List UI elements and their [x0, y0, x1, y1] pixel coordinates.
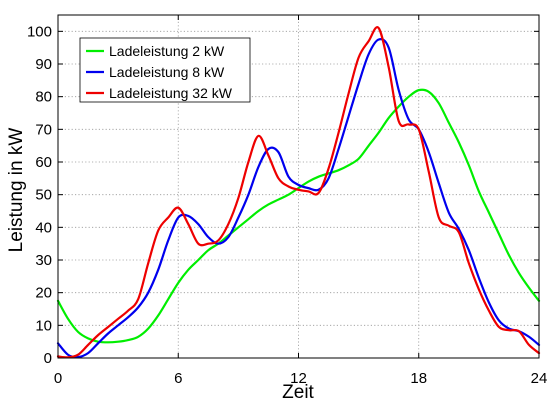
x-tick-label: 18 [410, 370, 427, 387]
y-tick-label: 50 [35, 187, 52, 204]
tick-layer [57, 15, 540, 359]
y-tick-label: 70 [35, 121, 52, 138]
x-tick-label: 12 [290, 370, 307, 387]
x-axis-label: Zeit [282, 382, 314, 399]
y-tick-label: 60 [35, 154, 52, 171]
series-layer [56, 26, 541, 359]
x-tick-label: 6 [174, 370, 182, 387]
y-tick-label: 30 [35, 252, 52, 269]
y-tick-label: 40 [35, 219, 52, 236]
y-axis-label: Leistung in kW [6, 128, 27, 253]
y-tick-label: 0 [44, 350, 52, 367]
y-tick-label: 80 [35, 89, 52, 106]
legend-label: Ladeleistung 32 kW [109, 85, 233, 101]
x-tick-label: 24 [531, 370, 548, 387]
y-tick-label: 100 [27, 23, 52, 40]
legend-label: Ladeleistung 8 kW [109, 64, 225, 80]
y-tick-label: 20 [35, 285, 52, 302]
y-tick-label: 90 [35, 56, 52, 73]
legend: Ladeleistung 2 kW Ladeleistung 8 kW Ladele… [79, 37, 251, 103]
legend-entries: Ladeleistung 2 kW Ladeleistung 8 kW Ladele… [86, 43, 233, 101]
series-line-2kw [56, 88, 541, 344]
legend-label: Ladeleistung 2 kW [109, 43, 225, 59]
tick-label-layer: 0 6 12 18 24 0 10 20 30 40 50 60 70 80 90 100 [27, 23, 547, 387]
series-line-8kw [56, 38, 541, 359]
y-tick-label: 10 [35, 317, 52, 334]
grid-layer [58, 15, 539, 358]
x-tick-label: 0 [54, 370, 62, 387]
legend-box [79, 37, 251, 103]
series-line-32kw [56, 26, 541, 359]
